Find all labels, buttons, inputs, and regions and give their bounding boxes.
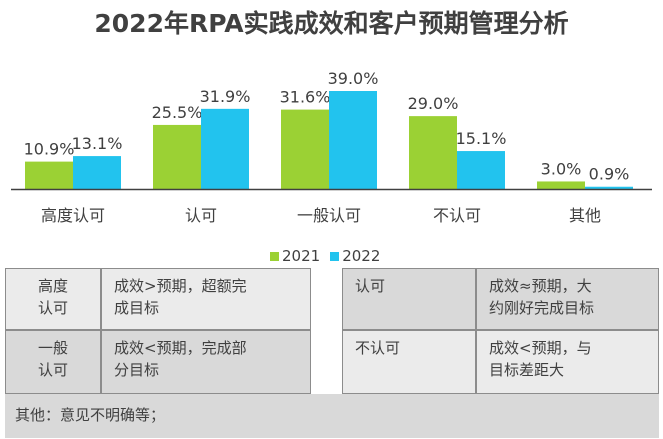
label-high-approval: 高度 认可 xyxy=(5,268,101,330)
bar-chart: 10.9%13.1% 高度认可 25.5%31.9% 认可 31.6%39.0% 一般认可… xyxy=(11,69,652,225)
data-label-2022-0: 13.1% xyxy=(72,134,123,153)
data-label-2021-4: 3.0% xyxy=(541,159,582,178)
label-disapproval: 不认可 xyxy=(342,330,476,394)
data-label-2022-4: 0.9% xyxy=(589,165,630,184)
data-label-2022-3: 15.1% xyxy=(456,129,507,148)
legend: 2021 2022 xyxy=(270,247,380,265)
definition-table: 高度 认可 成效>预期，超额完 成目标 认可 成效≈预期，大 约刚好完成目标 一… xyxy=(5,268,659,438)
category-label-2: 一般认可 xyxy=(297,206,361,225)
desc-approval: 成效≈预期，大 约刚好完成目标 xyxy=(476,268,659,330)
bar-2021-4 xyxy=(537,181,585,189)
bar-2021-2 xyxy=(281,109,329,189)
footer-note: 其他：意见不明确等； xyxy=(5,394,659,438)
bar-2021-3 xyxy=(409,116,457,189)
category-label-0: 高度认可 xyxy=(41,206,105,225)
legend-swatch-2022 xyxy=(330,251,340,261)
label-approval: 认可 xyxy=(342,268,476,330)
legend-label-2021: 2021 xyxy=(282,247,321,265)
data-label-2022-1: 31.9% xyxy=(200,87,251,106)
data-label-2021-3: 29.0% xyxy=(408,94,459,113)
bar-2021-0 xyxy=(25,161,73,189)
desc-high-approval: 成效>预期，超额完 成目标 xyxy=(101,268,311,330)
legend-item-2021: 2021 xyxy=(270,247,320,265)
data-label-2022-2: 39.0% xyxy=(328,69,379,88)
bar-2022-4 xyxy=(585,186,633,189)
data-label-2021-1: 25.5% xyxy=(152,103,203,122)
bar-2022-1 xyxy=(201,108,249,189)
data-label-2021-0: 10.9% xyxy=(24,140,75,159)
legend-label-2022: 2022 xyxy=(342,247,381,265)
desc-disapproval: 成效<预期，与 目标差距大 xyxy=(476,330,659,394)
category-label-4: 其他 xyxy=(569,206,601,225)
bar-2022-3 xyxy=(457,151,505,189)
legend-item-2022: 2022 xyxy=(330,247,380,265)
desc-general-approval: 成效<预期，完成部 分目标 xyxy=(101,330,311,394)
bar-2022-2 xyxy=(329,91,377,189)
chart-title: 2022年RPA实践成效和客户预期管理分析 xyxy=(94,9,569,38)
bar-2022-0 xyxy=(73,156,121,189)
category-label-1: 认可 xyxy=(185,206,217,225)
bar-2021-1 xyxy=(153,124,201,189)
data-label-2021-2: 31.6% xyxy=(280,88,331,107)
legend-swatch-2021 xyxy=(270,251,279,261)
category-label-3: 不认可 xyxy=(433,206,481,225)
label-general-approval: 一般 认可 xyxy=(5,330,101,394)
